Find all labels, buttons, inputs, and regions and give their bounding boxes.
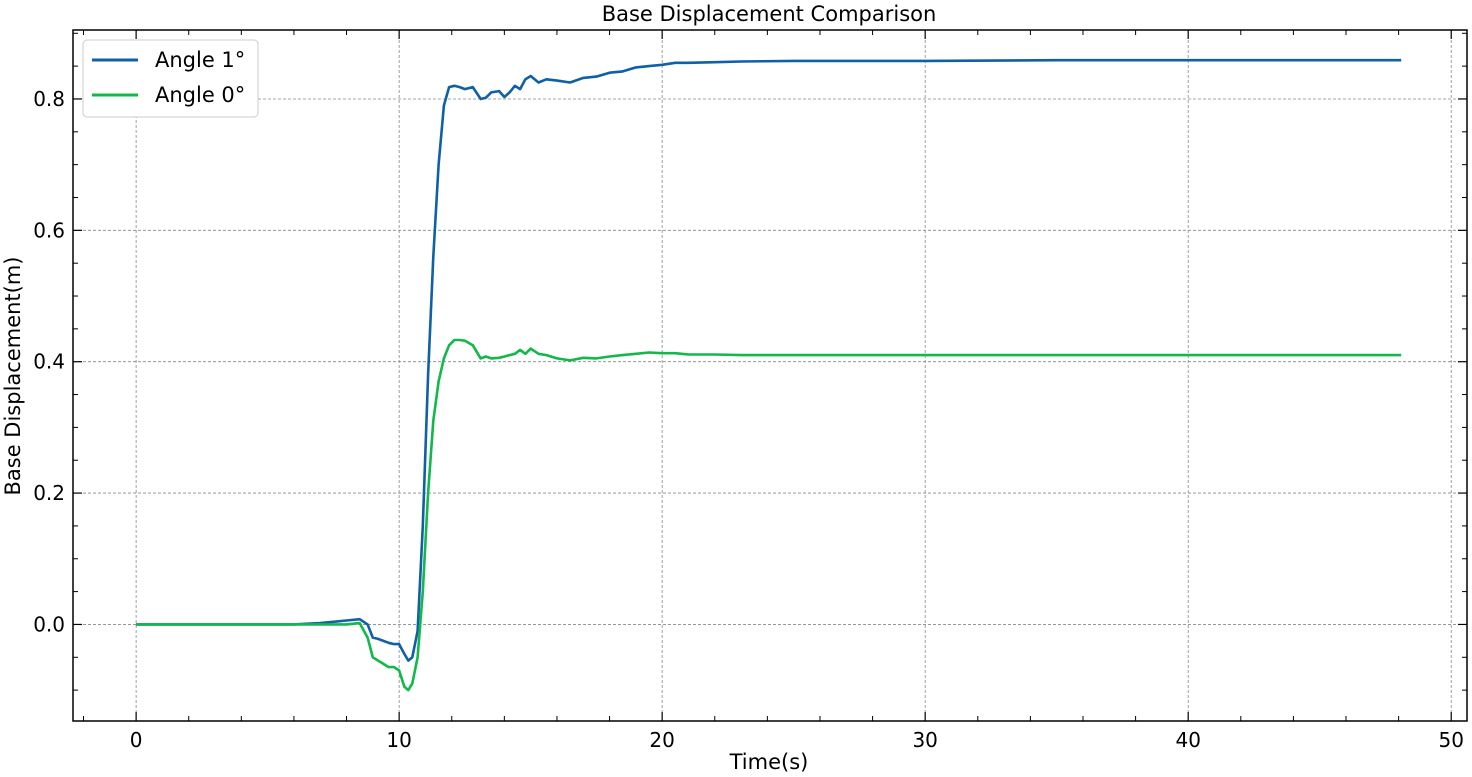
axis-ticks — [73, 30, 1467, 721]
legend-label-angle-0: Angle 0° — [155, 83, 245, 107]
series-line-angle-1 — [136, 58, 1402, 662]
chart-title: Base Displacement Comparison — [602, 2, 937, 26]
x-axis-label: Time(s) — [729, 750, 809, 774]
x-tick-label: 30 — [912, 728, 937, 752]
grid-lines — [73, 30, 1467, 721]
x-tick-labels: 0 10 20 30 40 50 — [130, 728, 1464, 752]
x-tick-label: 40 — [1175, 728, 1200, 752]
y-tick-labels: 0.0 0.2 0.4 0.6 0.8 — [33, 87, 65, 636]
series-layer — [136, 58, 1402, 692]
y-tick-label: 0.2 — [33, 481, 65, 505]
x-tick-label: 10 — [386, 728, 411, 752]
y-tick-label: 0.0 — [33, 612, 65, 636]
plot-frame — [72, 29, 1468, 722]
y-tick-label: 0.6 — [33, 218, 65, 242]
legend-label-angle-1: Angle 1° — [155, 48, 245, 72]
series-line-angle-0 — [136, 338, 1402, 692]
x-tick-label: 20 — [649, 728, 674, 752]
legend: Angle 1° Angle 0° — [82, 39, 259, 118]
y-axis-label: Base Displacement(m) — [1, 256, 25, 495]
y-tick-label: 0.8 — [33, 87, 65, 111]
x-tick-label: 0 — [130, 728, 143, 752]
x-tick-label: 50 — [1438, 728, 1463, 752]
y-tick-label: 0.4 — [33, 350, 65, 374]
